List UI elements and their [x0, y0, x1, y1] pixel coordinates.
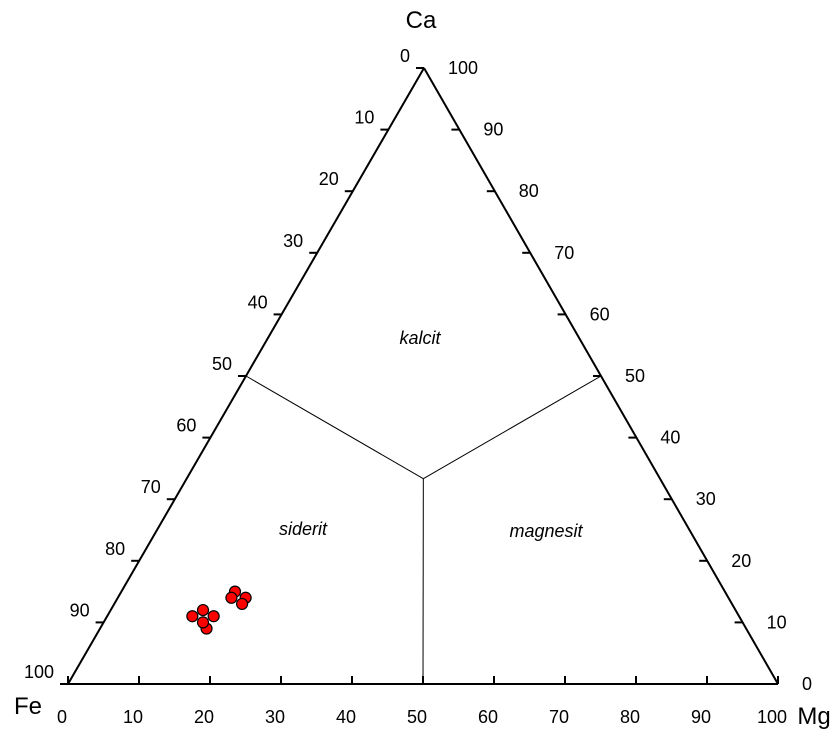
data-point-3 [235, 597, 249, 611]
tick-label-bottom-50: 50 [407, 707, 427, 727]
tick-label-right-0: 0 [802, 674, 812, 694]
tick-label-left-50: 50 [212, 354, 232, 374]
tick-label-left-20: 20 [319, 169, 339, 189]
vertex-label-fe: Fe [14, 693, 42, 720]
tick-label-right-70: 70 [554, 243, 574, 263]
vertex-label-mg: Mg [797, 703, 830, 729]
data-point-1 [225, 591, 238, 604]
data-point-7 [196, 603, 210, 617]
data-points [186, 585, 252, 635]
data-point-4 [186, 610, 199, 623]
tick-label-left-70: 70 [141, 477, 161, 497]
vertex-label-ca: Ca [406, 7, 437, 34]
tick-label-right-50: 50 [625, 366, 645, 386]
tick-label-right-90: 90 [483, 120, 503, 140]
tick-label-right-100: 100 [448, 58, 478, 78]
tick-label-left-80: 80 [105, 539, 125, 559]
axis-tick-labels: 0 0 0 10 10 10 20 20 20 30 30 30 40 40 40 50 50 50 60 60 60 7… [24, 46, 812, 727]
tick-label-bottom-10: 10 [123, 707, 143, 727]
tick-label-bottom-30: 30 [265, 707, 285, 727]
tick-label-right-10: 10 [767, 612, 787, 632]
tick-label-bottom-40: 40 [336, 707, 356, 727]
tick-label-bottom-0: 0 [57, 707, 67, 727]
tick-label-bottom-70: 70 [549, 707, 569, 727]
tick-label-right-60: 60 [590, 304, 610, 324]
tick-label-bottom-80: 80 [620, 707, 640, 727]
tick-label-left-90: 90 [70, 600, 90, 620]
tick-label-right-30: 30 [696, 489, 716, 509]
field-label-kalcit: kalcit [399, 328, 441, 348]
tick-label-bottom-60: 60 [478, 707, 498, 727]
field-boundary-0 [245, 375, 424, 480]
tick-label-left-100: 100 [24, 662, 54, 682]
tick-label-bottom-20: 20 [194, 707, 214, 727]
tick-label-right-40: 40 [660, 428, 680, 448]
field-label-magnesit: magnesit [509, 521, 583, 541]
tick-label-left-0: 0 [400, 46, 410, 66]
tick-label-left-10: 10 [354, 108, 374, 128]
field-label-siderit: siderit [279, 519, 328, 539]
tick-label-bottom-90: 90 [691, 707, 711, 727]
tick-label-left-30: 30 [283, 231, 303, 251]
tick-label-right-20: 20 [731, 551, 751, 571]
axis-ticks [60, 67, 779, 685]
tick-label-right-80: 80 [519, 181, 539, 201]
tick-label-left-60: 60 [176, 416, 196, 436]
field-boundary-1 [423, 375, 602, 480]
tick-label-bottom-100: 100 [757, 707, 787, 727]
data-point-5 [207, 610, 220, 623]
tick-label-left-40: 40 [248, 292, 268, 312]
data-point-8 [196, 616, 210, 629]
field-boundaries [245, 375, 602, 685]
